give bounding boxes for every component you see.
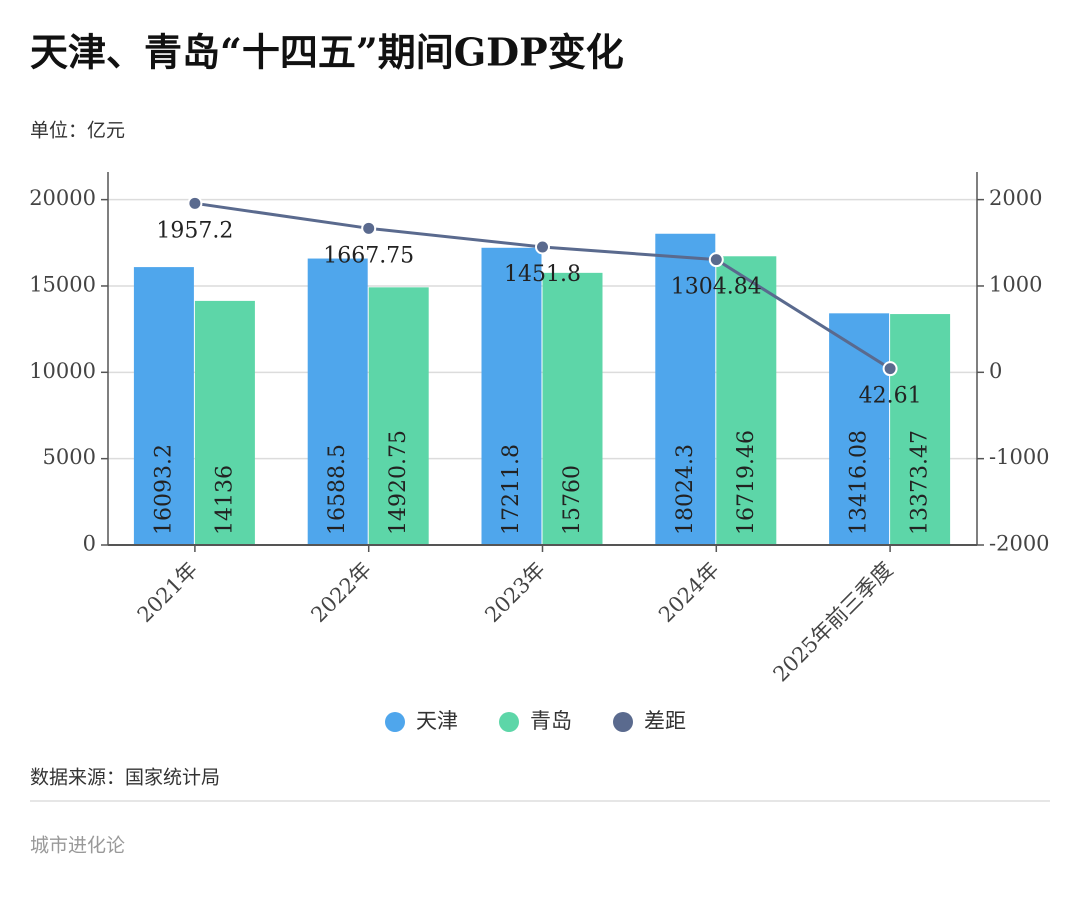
y2-tick-label: 2000: [989, 186, 1042, 210]
line-point: [187, 195, 203, 211]
line-value-label: 1957.2: [156, 218, 233, 243]
bar-value-label: 13373.47: [908, 430, 933, 535]
bar: [194, 300, 255, 545]
x-tick-label: 2024年: [654, 557, 724, 627]
bar: [829, 313, 890, 545]
bar-value-label: 14136: [212, 465, 237, 535]
y-tick-label: 0: [83, 532, 96, 556]
brand-label: 城市进化论: [30, 835, 125, 857]
bar: [655, 233, 716, 545]
bar: [133, 267, 194, 545]
legend-label: 差距: [644, 709, 686, 733]
y2-tick-label: -1000: [989, 445, 1050, 469]
bar-value-label: 16588.5: [325, 444, 350, 535]
line-point: [708, 252, 724, 268]
legend-marker: [499, 712, 519, 732]
y-tick-label: 10000: [29, 359, 96, 383]
bar: [368, 287, 429, 545]
legend-marker: [613, 712, 633, 732]
bar-value-label: 14920.75: [386, 430, 411, 535]
y-tick-label: 15000: [29, 272, 96, 296]
chart-title: 天津、青岛“十四五”期间GDP变化: [30, 30, 624, 75]
bar: [542, 272, 603, 545]
unit-label: 单位：亿元: [30, 120, 125, 142]
bar-value-label: 16093.2: [151, 444, 176, 535]
line-value-label: 42.61: [859, 384, 922, 409]
legend-marker: [385, 712, 405, 732]
bar-value-label: 15760: [560, 465, 585, 535]
bar: [890, 314, 951, 545]
line-value-label: 1667.75: [323, 243, 414, 268]
y2-tick-label: 0: [989, 359, 1002, 383]
bar: [716, 256, 777, 545]
legend-label: 青岛: [530, 709, 572, 733]
line-value-label: 1304.84: [671, 275, 762, 300]
line-point: [361, 220, 377, 236]
y-tick-label: 20000: [29, 186, 96, 210]
source-label: 数据来源：国家统计局: [30, 767, 220, 789]
x-tick-label: 2023年: [480, 557, 550, 627]
y-tick-label: 5000: [43, 445, 96, 469]
line-value-label: 1451.8: [504, 262, 581, 287]
line-point: [882, 361, 898, 377]
line-point: [535, 239, 550, 255]
bar-value-label: 18024.3: [673, 444, 698, 535]
y2-tick-label: -2000: [989, 532, 1050, 556]
bar-value-label: 17211.8: [499, 444, 524, 535]
x-tick-label: 2025年前三季度: [769, 557, 898, 686]
bar-value-label: 16719.46: [734, 430, 759, 535]
bar: [307, 258, 368, 545]
y2-tick-label: 1000: [989, 272, 1042, 296]
x-tick-label: 2021年: [133, 557, 203, 627]
bar-value-label: 13416.08: [847, 430, 872, 535]
legend-label: 天津: [416, 709, 458, 733]
bar: [481, 247, 542, 545]
x-tick-label: 2022年: [307, 557, 377, 627]
